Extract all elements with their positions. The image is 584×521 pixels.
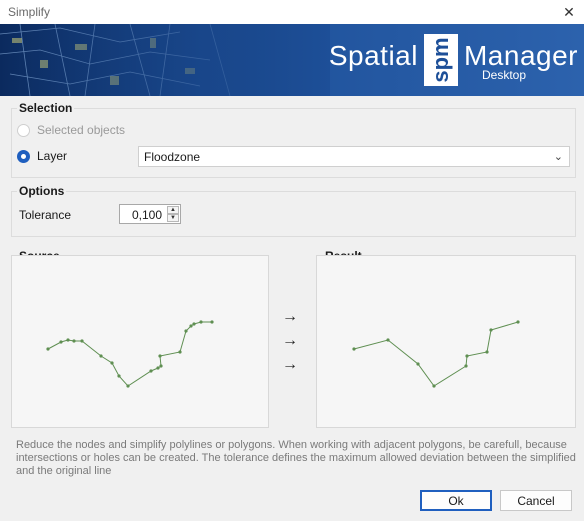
spin-up-icon[interactable]: ▲ xyxy=(167,206,179,214)
options-group xyxy=(11,191,576,237)
spatial-manager-logo: Spatial spm Manager Desktop xyxy=(329,34,578,88)
chevron-down-icon: ⌄ xyxy=(553,151,563,163)
tolerance-label: Tolerance xyxy=(19,208,72,222)
arrow-icon: → xyxy=(282,356,298,373)
window-title: Simplify xyxy=(8,5,51,19)
arrow-icon: → xyxy=(282,332,298,349)
description-text: Reduce the nodes and simplify polylines … xyxy=(16,439,576,477)
logo-word-manager: Manager xyxy=(463,40,578,71)
tolerance-spinner[interactable]: 0,100 ▲ ▼ xyxy=(119,204,181,224)
radio-selected-objects[interactable]: Selected objects xyxy=(17,123,125,137)
map-background-image xyxy=(0,24,330,96)
radio-label-selected-objects: Selected objects xyxy=(37,123,126,137)
source-canvas xyxy=(11,255,269,428)
radio-button-selected-objects[interactable] xyxy=(17,123,30,137)
spin-down-icon[interactable]: ▼ xyxy=(167,214,179,222)
spm-logo-box: spm xyxy=(423,34,458,86)
logo-spm-text: spm xyxy=(427,37,453,83)
logo-word-spatial: Spatial xyxy=(328,40,418,71)
title-bar: Simplify ✕ xyxy=(0,0,584,24)
cancel-button[interactable]: Cancel xyxy=(500,490,572,511)
radio-layer[interactable]: Layer xyxy=(17,149,67,163)
selection-heading: Selection xyxy=(17,101,75,115)
radio-label-layer: Layer xyxy=(37,149,68,163)
result-canvas xyxy=(316,255,576,428)
close-icon[interactable]: ✕ xyxy=(563,3,575,20)
arrow-icon: → xyxy=(282,308,298,325)
layer-dropdown[interactable]: Floodzone ⌄ xyxy=(138,146,570,167)
layer-dropdown-value: Floodzone xyxy=(144,149,201,164)
options-heading: Options xyxy=(17,184,67,198)
tolerance-value[interactable]: 0,100 xyxy=(131,208,162,222)
brand-banner: Spatial spm Manager Desktop xyxy=(0,24,584,96)
ok-button[interactable]: Ok xyxy=(420,490,492,511)
radio-button-layer[interactable] xyxy=(17,149,30,163)
spinner-buttons: ▲ ▼ xyxy=(167,206,179,222)
selection-group xyxy=(11,108,576,178)
logo-word-desktop: Desktop xyxy=(481,68,527,82)
